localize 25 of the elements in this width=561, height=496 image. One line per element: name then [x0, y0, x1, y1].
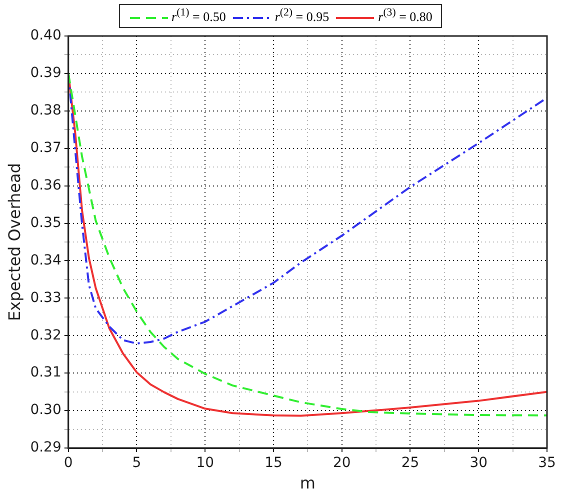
x-tick-label: 20 — [332, 455, 351, 472]
y-tick-label: 0.33 — [30, 290, 62, 306]
y-tick-label: 0.35 — [30, 214, 62, 231]
y-tick-label: 0.40 — [30, 28, 62, 44]
x-axis-title: m — [300, 474, 316, 493]
x-tick-label: 30 — [470, 455, 488, 472]
y-tick-label: 0.31 — [30, 364, 62, 381]
x-tick-label: 35 — [538, 455, 556, 472]
legend-label: r$^{(3)}$ = 0.80 — [378, 7, 432, 24]
x-tick-label: 25 — [401, 455, 420, 472]
y-tick-label: 0.36 — [30, 177, 62, 194]
y-tick-label: 0.39 — [30, 65, 62, 82]
y-tick-label: 0.30 — [30, 402, 62, 418]
y-axis-title: Expected Overhead — [4, 163, 24, 321]
legend-label: r$^{(1)}$ = 0.50 — [172, 7, 226, 24]
x-tick-label: 10 — [196, 455, 214, 472]
x-tick-label: 15 — [264, 455, 282, 472]
y-tick-label: 0.38 — [30, 102, 62, 119]
y-tick-label: 0.34 — [30, 252, 62, 268]
x-tick-label: 5 — [132, 455, 142, 472]
x-tick-label: 0 — [64, 455, 73, 472]
y-tick-label: 0.32 — [30, 327, 62, 344]
y-tick-label: 0.37 — [30, 140, 62, 156]
y-tick-label: 0.29 — [30, 440, 62, 456]
legend-label: r$^{(2)}$ = 0.95 — [274, 7, 330, 24]
